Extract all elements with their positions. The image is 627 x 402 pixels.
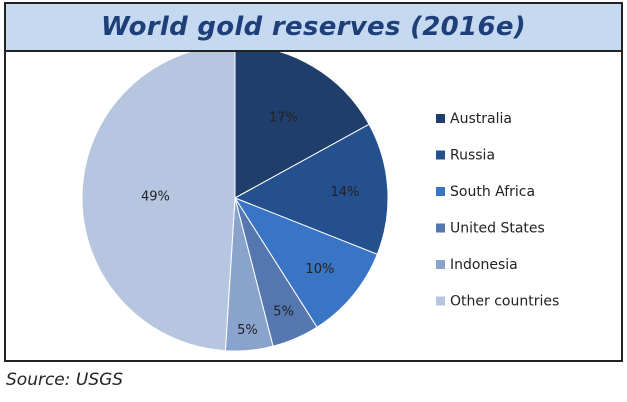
legend-swatch-south-africa [436,187,445,196]
chart-frame: World gold reserves (2016e) 17% 14% 10% 5% 5… [4,0,625,402]
chart-header: World gold reserves (2016e) [4,2,623,52]
legend-swatch-indonesia [436,260,445,269]
source-note: Source: USGS [6,370,124,390]
legend-label-australia: Australia [450,111,512,127]
chart-area: 17% 14% 10% 5% 5% 49% Australia Russia South Afr… [4,52,623,362]
slice-label-indonesia: 5% [237,323,258,338]
pie-slice-south-africa [233,196,378,328]
slice-label-russia: 14% [330,185,359,200]
pie-slice-other-countries [81,52,236,352]
slice-label-south-africa: 10% [305,262,334,277]
slice-label-other-countries: 49% [141,190,170,205]
legend-label-russia: Russia [450,148,495,164]
legend-label-south-africa: South Africa [450,184,535,200]
legend-swatch-other-countries [436,296,445,306]
pie-slice-australia [234,52,370,199]
legend-swatch-united-states [436,223,445,233]
legend-swatch-australia [436,114,445,123]
pie-chart: 17% 14% 10% 5% 5% 49% Australia Russia South Afr… [81,52,559,352]
slice-label-australia: 17% [269,110,298,125]
pie-slice-russia [233,123,389,255]
legend-label-indonesia: Indonesia [450,257,518,273]
chart-title: World gold reserves (2016e) [101,12,526,42]
slice-label-united-states: 5% [273,304,294,319]
legend-label-united-states: United States [450,221,545,237]
legend-label-other-countries: Other countries [450,294,559,310]
legend-swatch-russia [436,150,445,160]
